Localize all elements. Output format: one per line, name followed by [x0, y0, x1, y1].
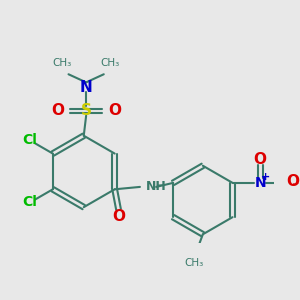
Text: N: N [254, 176, 266, 190]
Text: O: O [51, 103, 64, 118]
Text: O: O [286, 174, 299, 189]
Text: CH₃: CH₃ [184, 258, 204, 268]
Text: +: + [261, 172, 271, 182]
Text: Cl: Cl [23, 195, 38, 209]
Text: O: O [112, 209, 125, 224]
Text: S: S [81, 103, 92, 118]
Text: Cl: Cl [23, 134, 38, 148]
Text: N: N [80, 80, 92, 94]
Text: O: O [254, 152, 267, 166]
Text: NH: NH [146, 180, 166, 194]
Text: O: O [108, 103, 121, 118]
Text: CH₃: CH₃ [53, 58, 72, 68]
Text: CH₃: CH₃ [100, 58, 120, 68]
Text: ⁻: ⁻ [291, 181, 298, 195]
